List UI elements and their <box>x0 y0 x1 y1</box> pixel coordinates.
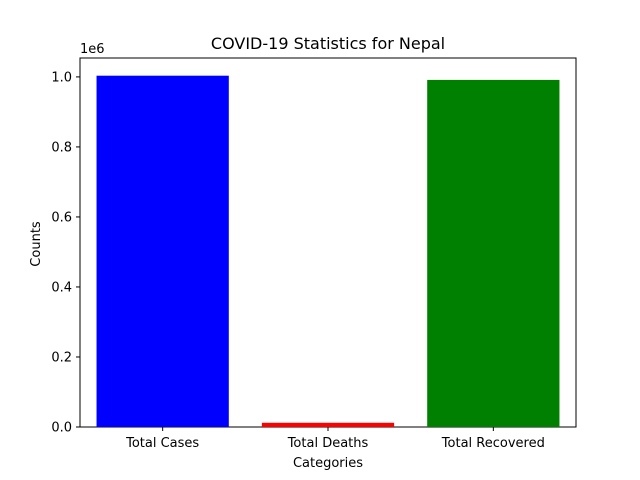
bar-total-deaths <box>261 422 395 427</box>
x-axis-label: Categories <box>293 456 363 471</box>
y-tick-label: 0.2 <box>51 350 72 365</box>
x-tick-label: Total Deaths <box>287 436 369 451</box>
y-tick-label: 0.8 <box>51 140 72 155</box>
x-tick-label: Total Recovered <box>441 436 545 451</box>
y-axis: 0.0 0.2 0.4 0.6 0.8 1.0 <box>51 70 80 436</box>
bar-total-recovered <box>427 79 560 427</box>
bar-total-cases <box>96 75 229 427</box>
y-tick-label: 0.0 <box>51 421 72 436</box>
y-tick-label: 0.4 <box>51 280 72 295</box>
chart-title: COVID-19 Statistics for Nepal <box>211 34 445 53</box>
x-axis: Total Cases Total Deaths Total Recovered <box>125 427 545 451</box>
y-axis-label: Counts <box>29 221 44 267</box>
y-axis-offset-text: 1e6 <box>80 42 105 57</box>
x-tick-label: Total Cases <box>125 436 199 451</box>
y-tick-label: 1.0 <box>51 70 72 85</box>
y-tick-label: 0.6 <box>51 210 72 225</box>
bars-group <box>96 75 560 427</box>
